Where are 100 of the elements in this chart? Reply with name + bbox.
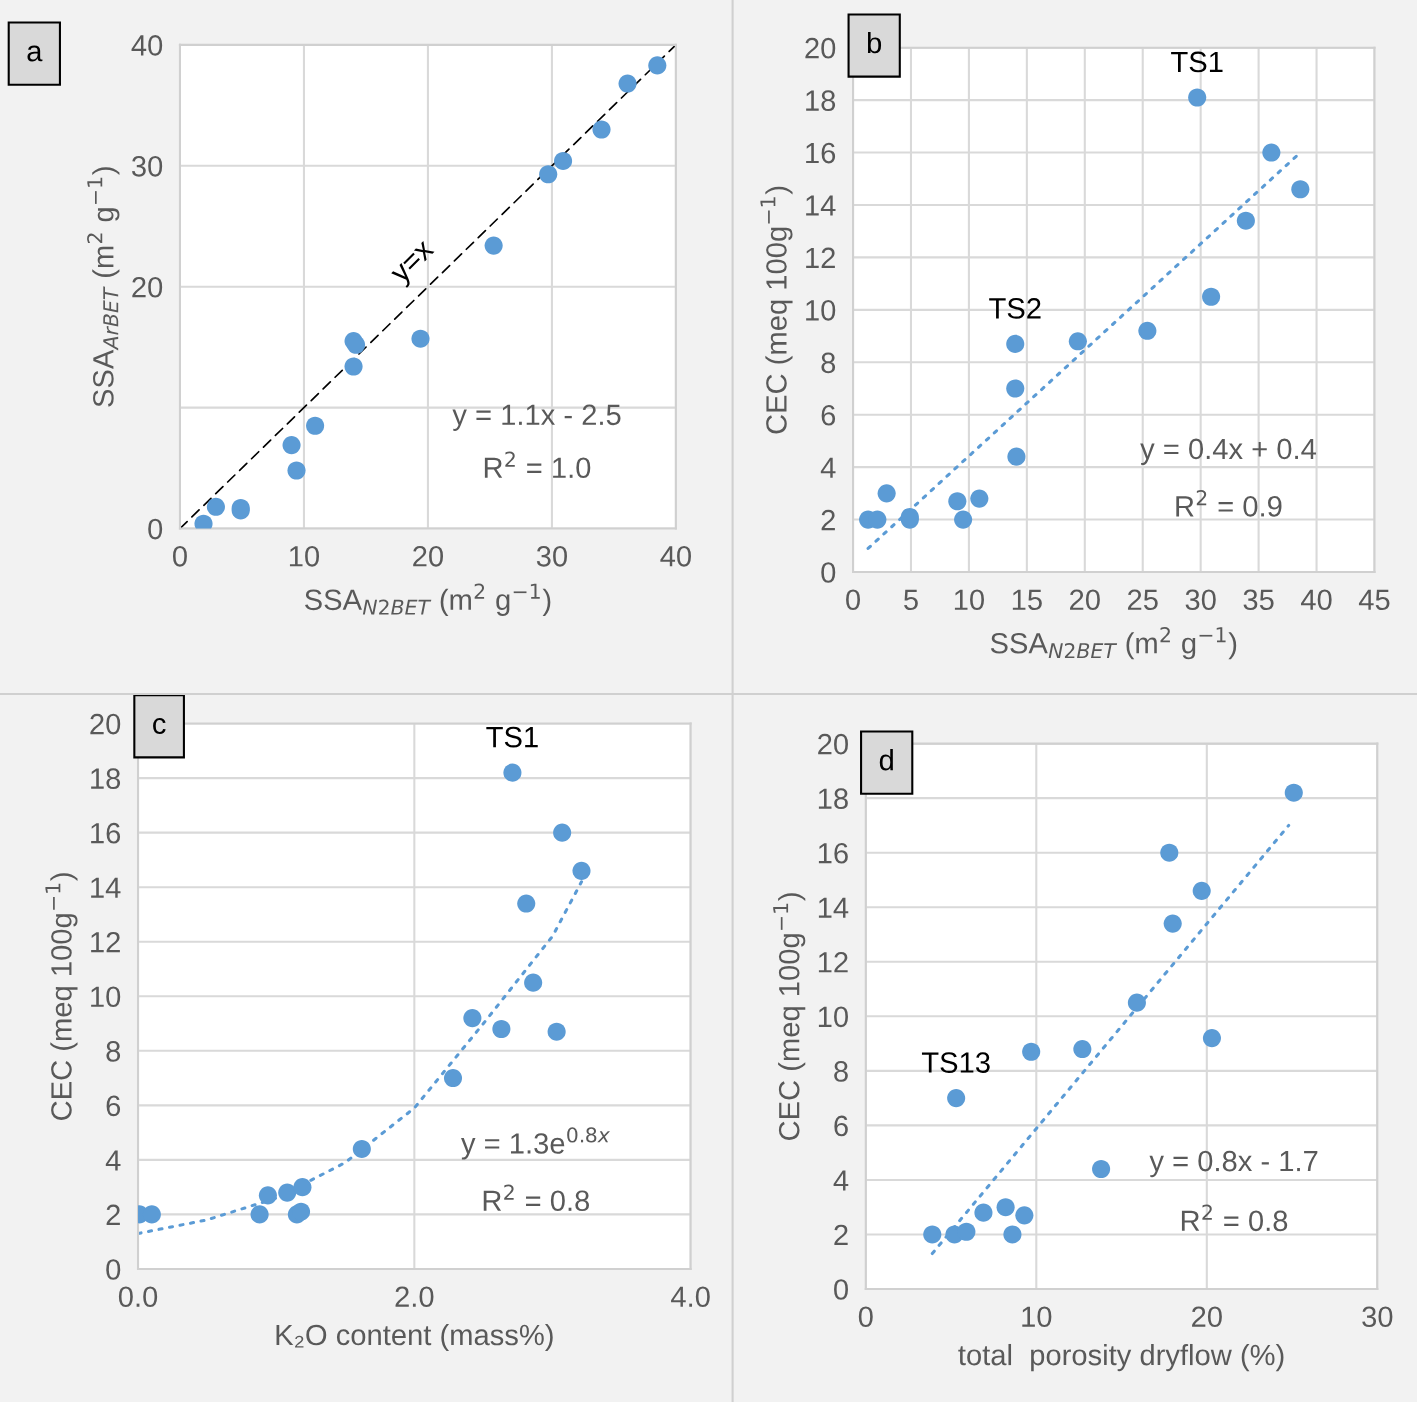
- point: [258, 1186, 277, 1205]
- annotation: y = 0.4x + 0.4: [1140, 438, 1316, 466]
- point: [1007, 447, 1026, 466]
- x-tick-label: 10: [954, 589, 984, 611]
- x-tick-label: 5: [904, 589, 918, 611]
- x-tick-label: 40: [1301, 589, 1332, 611]
- y-tick-label: 16: [806, 142, 836, 164]
- annotation: R$^{2}$ = 1.0: [484, 451, 591, 479]
- x-tick-label: 45: [1358, 589, 1390, 611]
- x-tick-label: 40: [660, 545, 691, 567]
- chart-title: a: [27, 45, 43, 62]
- y-tick-label: 8: [834, 1061, 848, 1082]
- point: [1284, 783, 1303, 802]
- y-tick-label: 10: [818, 1006, 848, 1028]
- point: [957, 1222, 976, 1241]
- y-tick-label: 16: [818, 842, 848, 864]
- point: [1160, 843, 1179, 862]
- y-tick-label: 12: [818, 951, 848, 973]
- annotation: y = 1.1x - 2.5: [452, 404, 621, 431]
- point: [1291, 180, 1310, 199]
- y-tick-label: 16: [91, 822, 121, 844]
- x-tick-label: 30: [536, 545, 567, 567]
- x-tick-label: 15: [1012, 589, 1042, 611]
- y-tick-label: 18: [91, 768, 121, 789]
- y-tick-label: 20: [90, 713, 121, 735]
- point: [484, 236, 503, 255]
- y-tick-label: 20: [132, 276, 163, 298]
- x-axis-title: SSA$_{N2BET}$ (m$^{2}$ g$^{−1}$): [305, 583, 551, 616]
- point: [1127, 993, 1146, 1012]
- point: [553, 823, 572, 842]
- point: [344, 357, 363, 376]
- y-tick-label: 2: [106, 1204, 120, 1225]
- y-tick-label: 14: [818, 897, 849, 918]
- y-tick-label: 10: [91, 986, 121, 1008]
- point: [1202, 287, 1221, 306]
- point: [291, 1202, 311, 1221]
- y-axis-title: CEC (meq 100g$^{−1}$): [45, 873, 78, 1120]
- y-tick-label: 14: [806, 195, 836, 216]
- chart-title: d: [879, 749, 893, 771]
- y-tick-label: 14: [91, 877, 121, 898]
- point: [1163, 914, 1182, 933]
- x-tick-label: 0: [858, 1306, 873, 1328]
- y-tick-label: 0: [148, 518, 163, 540]
- y-tick-label: 18: [806, 90, 836, 111]
- y-tick-label: 8: [106, 1041, 121, 1062]
- y-tick-label: 4: [105, 1150, 121, 1171]
- point: [954, 510, 973, 529]
- annotation: R$^{2}$ = 0.8: [483, 1184, 590, 1212]
- annotation: TS13: [921, 1052, 990, 1073]
- y-axis-title: CEC (meq 100g$^{−1}$): [760, 186, 793, 434]
- point: [1073, 1039, 1092, 1059]
- x-tick-label: 20: [1192, 1306, 1222, 1328]
- point: [517, 894, 536, 913]
- point: [618, 74, 637, 93]
- point: [547, 1022, 566, 1041]
- x-axis-title: K₂O content (mass%): [276, 1323, 553, 1352]
- point: [206, 497, 225, 516]
- x-axis-title: SSA$_{N2BET}$ (m$^{2}$ g$^{−1}$): [990, 626, 1237, 660]
- x-tick-label: 25: [1127, 589, 1158, 611]
- point: [1006, 379, 1025, 398]
- point: [996, 1198, 1015, 1217]
- point: [1022, 1042, 1041, 1061]
- chart-title: c: [153, 718, 166, 735]
- point: [1015, 1206, 1034, 1225]
- point: [923, 1225, 942, 1244]
- x-tick-label: 2.0: [395, 1286, 434, 1308]
- point: [554, 151, 573, 170]
- point: [539, 165, 558, 184]
- point: [492, 1019, 511, 1039]
- y-tick-label: 40: [131, 35, 163, 56]
- y-tick-label: 20: [805, 37, 836, 59]
- point: [524, 973, 543, 992]
- chart-title: b: [867, 31, 882, 54]
- y-tick-label: 4: [833, 1170, 849, 1191]
- point: [974, 1203, 993, 1222]
- point: [1006, 334, 1025, 353]
- x-tick-label: 10: [1022, 1306, 1052, 1328]
- x-tick-label: 35: [1243, 589, 1274, 611]
- point: [463, 1009, 482, 1028]
- point: [503, 763, 522, 782]
- x-tick-label: 0: [172, 545, 187, 567]
- point: [1068, 332, 1087, 351]
- y-tick-label: 30: [131, 155, 163, 177]
- y-tick-label: 8: [821, 352, 836, 374]
- point: [443, 1069, 463, 1088]
- x-tick-label: 30: [1185, 589, 1216, 611]
- point: [1202, 1029, 1221, 1048]
- point: [282, 436, 301, 455]
- point: [293, 1178, 312, 1197]
- y-tick-label: 12: [806, 247, 835, 268]
- annotation: TS2: [989, 298, 1041, 319]
- y-tick-label: 2: [821, 509, 835, 531]
- x-tick-label: 20: [413, 545, 444, 567]
- y-tick-label: 6: [821, 404, 836, 426]
- y-tick-label: 20: [818, 733, 848, 755]
- point: [648, 56, 667, 75]
- x-tick-label: 20: [1070, 589, 1100, 611]
- y-axis-title: SSA$_{ArBET}$ (m$^{2}$ g$^{−1}$): [87, 167, 120, 407]
- point: [572, 861, 591, 880]
- x-tick-label: 0.0: [118, 1286, 158, 1308]
